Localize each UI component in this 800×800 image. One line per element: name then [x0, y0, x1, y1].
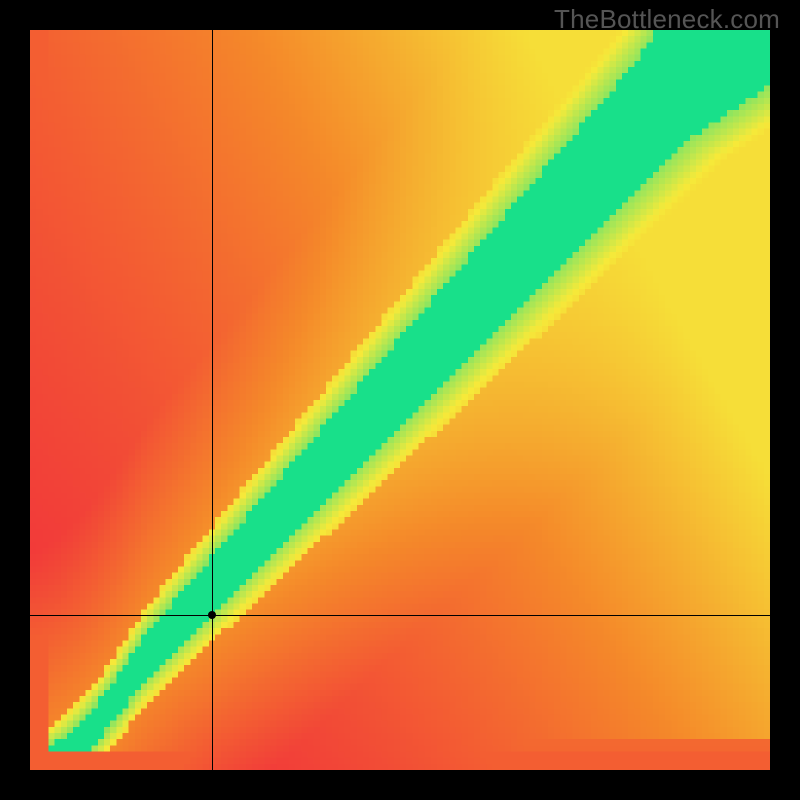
- crosshair-horizontal: [30, 615, 770, 616]
- crosshair-vertical: [212, 30, 213, 770]
- plot-area: [30, 30, 770, 770]
- marker-dot: [208, 611, 216, 619]
- chart-container: TheBottleneck.com: [0, 0, 800, 800]
- heatmap-canvas: [30, 30, 770, 770]
- watermark-text: TheBottleneck.com: [554, 4, 780, 35]
